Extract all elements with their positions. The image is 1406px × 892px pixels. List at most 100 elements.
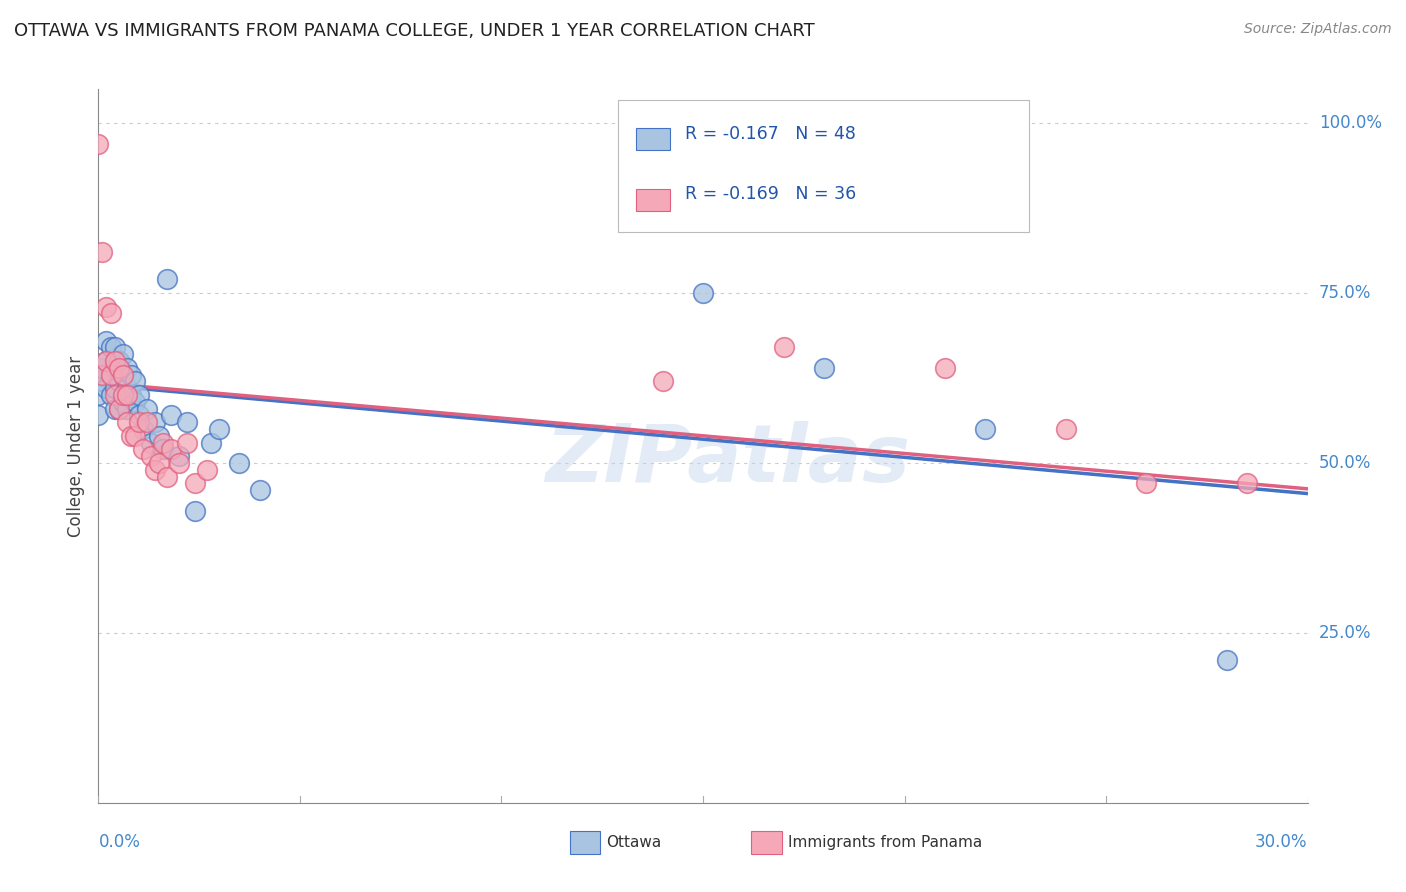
FancyBboxPatch shape xyxy=(637,189,671,211)
Point xyxy=(115,401,138,416)
Point xyxy=(184,476,207,491)
Point xyxy=(91,245,114,260)
Point xyxy=(651,375,673,389)
Point xyxy=(148,456,170,470)
Point xyxy=(128,415,150,429)
Point xyxy=(96,300,118,314)
Y-axis label: College, Under 1 year: College, Under 1 year xyxy=(66,355,84,537)
Text: 0.0%: 0.0% xyxy=(98,833,141,851)
Text: R = -0.169   N = 36: R = -0.169 N = 36 xyxy=(685,186,856,203)
Point xyxy=(111,388,134,402)
Point xyxy=(115,381,138,395)
Point xyxy=(111,347,134,361)
Point xyxy=(813,360,835,375)
Point xyxy=(156,272,179,286)
Point xyxy=(176,435,198,450)
Point xyxy=(176,415,198,429)
Text: ZIPatlas: ZIPatlas xyxy=(544,421,910,500)
Text: 75.0%: 75.0% xyxy=(1319,284,1371,302)
Point xyxy=(87,136,110,151)
Point xyxy=(1054,422,1077,436)
Point xyxy=(115,388,138,402)
Point xyxy=(91,375,114,389)
Point xyxy=(132,442,155,457)
Text: 30.0%: 30.0% xyxy=(1256,833,1308,851)
Text: OTTAWA VS IMMIGRANTS FROM PANAMA COLLEGE, UNDER 1 YEAR CORRELATION CHART: OTTAWA VS IMMIGRANTS FROM PANAMA COLLEGE… xyxy=(14,22,815,40)
Point xyxy=(103,354,125,368)
Point xyxy=(139,435,162,450)
Text: Ottawa: Ottawa xyxy=(606,835,661,850)
Point xyxy=(100,368,122,382)
Point xyxy=(156,469,179,483)
Point xyxy=(87,388,110,402)
Point xyxy=(208,422,231,436)
Point xyxy=(111,394,134,409)
Point xyxy=(100,306,122,320)
Point xyxy=(128,409,150,423)
Point xyxy=(107,360,129,375)
Point xyxy=(115,360,138,375)
FancyBboxPatch shape xyxy=(637,128,671,150)
Point xyxy=(132,422,155,436)
Point xyxy=(87,409,110,423)
Point xyxy=(184,503,207,517)
Point xyxy=(249,483,271,498)
Point xyxy=(139,449,162,463)
Point xyxy=(974,422,997,436)
Point xyxy=(96,334,118,348)
Point xyxy=(124,375,146,389)
Point xyxy=(111,368,134,382)
Text: 50.0%: 50.0% xyxy=(1319,454,1371,472)
FancyBboxPatch shape xyxy=(751,831,782,855)
Point xyxy=(143,415,166,429)
Text: R = -0.167   N = 48: R = -0.167 N = 48 xyxy=(685,125,856,143)
Point xyxy=(160,409,183,423)
Point xyxy=(111,368,134,382)
Point xyxy=(200,435,222,450)
Text: Source: ZipAtlas.com: Source: ZipAtlas.com xyxy=(1244,22,1392,37)
Point xyxy=(120,429,142,443)
Point xyxy=(152,442,174,457)
Point xyxy=(128,388,150,402)
Point xyxy=(1216,653,1239,667)
Point xyxy=(103,341,125,355)
Point xyxy=(96,381,118,395)
Point xyxy=(107,375,129,389)
Point xyxy=(934,360,956,375)
Point xyxy=(91,360,114,375)
Point xyxy=(103,381,125,395)
Point xyxy=(195,463,218,477)
Point xyxy=(772,341,794,355)
Point xyxy=(103,401,125,416)
Point xyxy=(107,401,129,416)
FancyBboxPatch shape xyxy=(569,831,600,855)
Point xyxy=(100,388,122,402)
Point xyxy=(107,354,129,368)
Point xyxy=(228,456,250,470)
Point xyxy=(107,401,129,416)
Text: 100.0%: 100.0% xyxy=(1319,114,1382,132)
Point xyxy=(160,442,183,457)
Point xyxy=(167,449,190,463)
Point xyxy=(103,360,125,375)
Point xyxy=(152,435,174,450)
Point xyxy=(96,354,118,368)
FancyBboxPatch shape xyxy=(619,100,1029,232)
Point xyxy=(124,429,146,443)
Point xyxy=(148,429,170,443)
Point xyxy=(120,368,142,382)
Point xyxy=(103,388,125,402)
Point xyxy=(115,415,138,429)
Point xyxy=(124,394,146,409)
Point xyxy=(100,341,122,355)
Point xyxy=(167,456,190,470)
Point xyxy=(692,286,714,301)
Text: Immigrants from Panama: Immigrants from Panama xyxy=(787,835,981,850)
Point xyxy=(100,368,122,382)
Point xyxy=(1135,476,1157,491)
Point xyxy=(91,368,114,382)
Point xyxy=(143,463,166,477)
Point xyxy=(96,354,118,368)
Point xyxy=(1236,476,1258,491)
Text: 25.0%: 25.0% xyxy=(1319,624,1371,642)
